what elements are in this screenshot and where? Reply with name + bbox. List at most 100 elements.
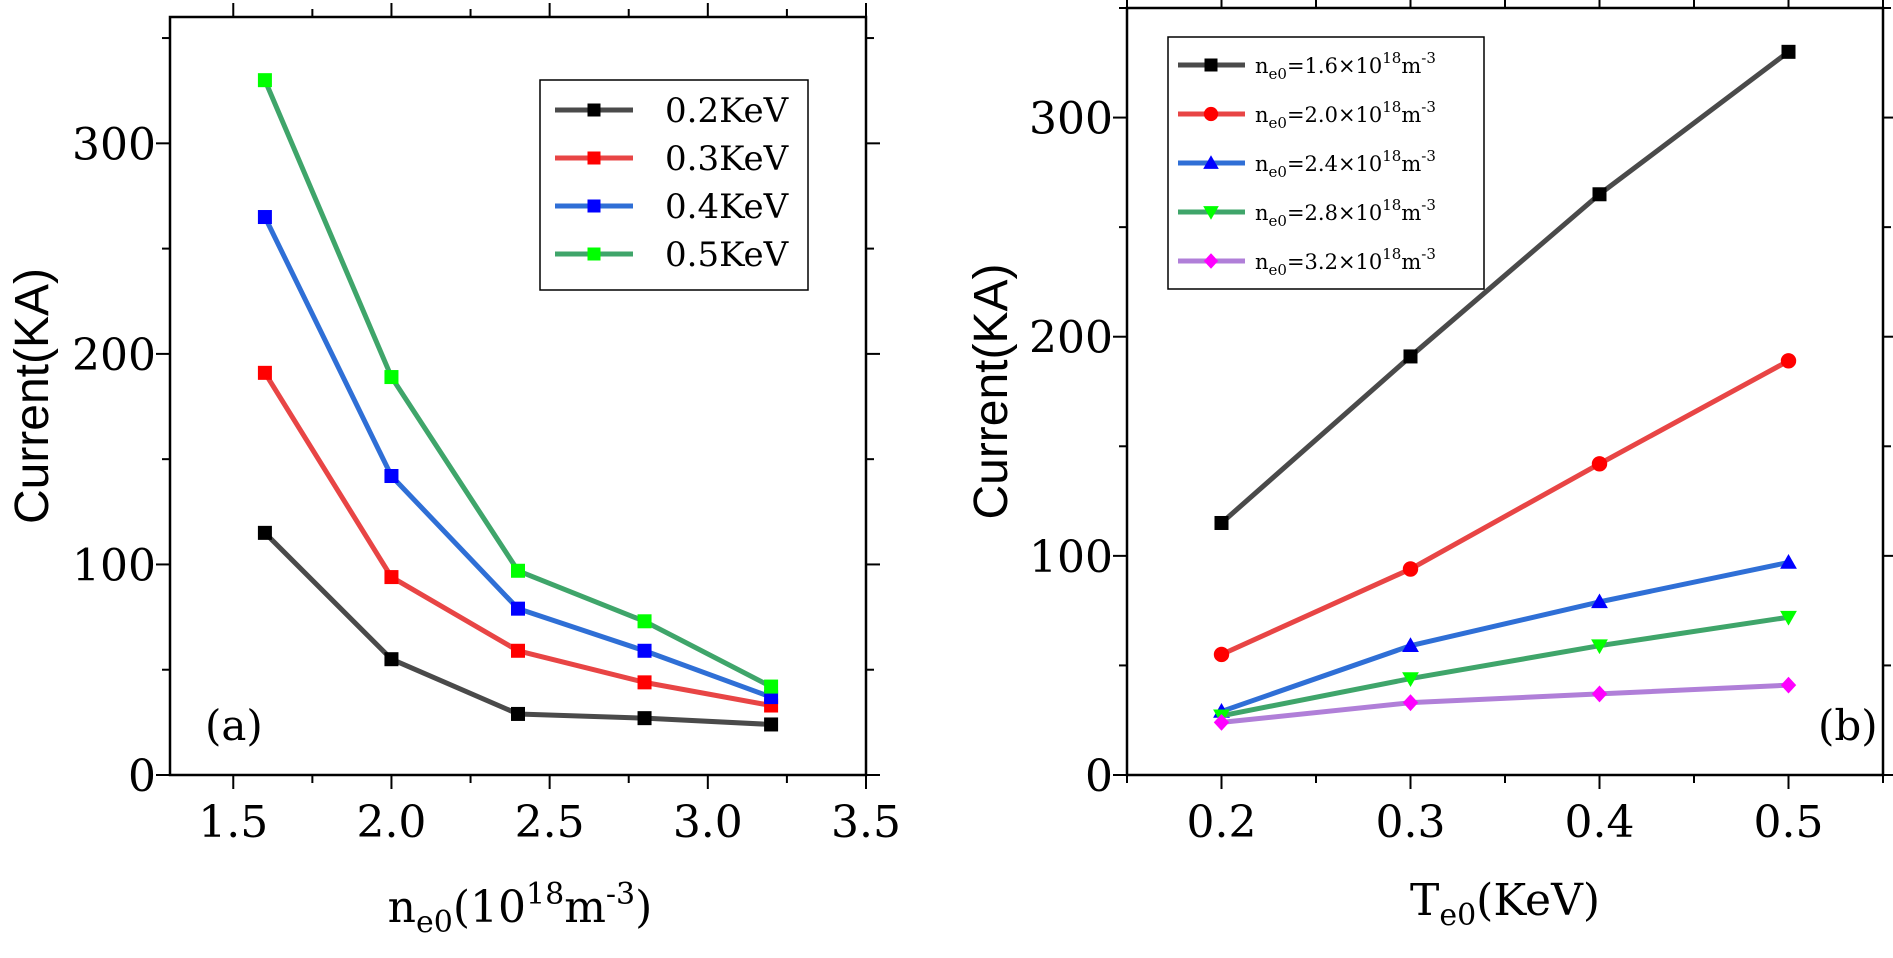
x-tick-label: 0.2 <box>1187 797 1257 848</box>
legend-marker <box>1203 155 1219 169</box>
data-point <box>1591 639 1608 655</box>
x-tick-label: 0.5 <box>1754 797 1824 848</box>
legend-marker <box>587 247 601 261</box>
series-line <box>1221 614 1789 719</box>
legend-item: ne0=2.8×1018m-3 <box>1178 196 1436 230</box>
legend-marker <box>587 103 601 117</box>
data-point <box>384 370 399 385</box>
data-point <box>511 601 525 616</box>
data-point <box>384 469 399 484</box>
y-tick-label: 200 <box>1029 313 1113 364</box>
data-point <box>384 652 399 667</box>
x-tick-label: 0.4 <box>1565 797 1635 848</box>
x-axis-title: Te0(KeV) <box>1410 875 1600 933</box>
y-tick-label: 300 <box>1029 94 1113 145</box>
data-point <box>637 711 652 726</box>
data-point <box>257 210 272 225</box>
plot-frame <box>168 15 868 777</box>
y-tick-label: 0 <box>128 751 156 802</box>
data-point <box>1213 646 1230 663</box>
legend-item: 0.3KeV <box>555 139 790 179</box>
legend-item: 0.5KeV <box>555 235 790 275</box>
y-tick-label: 100 <box>72 540 156 591</box>
legend-label: 0.3KeV <box>665 139 790 179</box>
legend-label: 0.4KeV <box>665 187 790 227</box>
data-point <box>764 717 779 732</box>
x-tick-label: 3.5 <box>831 797 901 848</box>
data-point <box>1403 349 1418 364</box>
data-point <box>257 365 272 380</box>
series-line <box>1221 682 1789 725</box>
legend-marker <box>1203 253 1219 269</box>
data-point <box>1780 610 1797 626</box>
series <box>1214 44 1796 530</box>
y-tick-label: 200 <box>72 330 156 381</box>
y-tick-label: 100 <box>1029 532 1113 583</box>
series <box>257 73 779 694</box>
legend-item: ne0=1.6×1018m-3 <box>1178 49 1436 83</box>
data-point <box>384 570 399 585</box>
data-point <box>1780 676 1797 694</box>
legend-label: 0.2KeV <box>665 91 790 131</box>
legend-item: ne0=2.0×1018m-3 <box>1178 98 1436 132</box>
y-axis-title: Current(KA) <box>6 268 59 524</box>
legend-label: ne0=2.8×1018m-3 <box>1255 196 1436 230</box>
y-tick-label: 300 <box>72 119 156 170</box>
data-point <box>511 563 525 578</box>
legend: ne0=1.6×1018m-3 ne0=2.0×1018m-3 ne0=2.4×10… <box>1167 36 1485 290</box>
data-point <box>257 525 272 540</box>
series-line <box>1220 358 1790 657</box>
series <box>1213 353 1797 663</box>
legend-item: ne0=2.4×1018m-3 <box>1178 147 1436 181</box>
panel-label: (a) <box>205 701 263 750</box>
data-point <box>637 614 652 629</box>
legend-label: ne0=2.4×1018m-3 <box>1255 147 1436 181</box>
data-point <box>1591 593 1608 609</box>
x-tick-label: 0.3 <box>1376 797 1446 848</box>
legend-item: ne0=3.2×1018m-3 <box>1178 245 1436 279</box>
panel-label: (b) <box>1818 701 1878 750</box>
data-point <box>1591 456 1608 472</box>
legend: 0.2KeV 0.3KeV 0.4KeV 0.5KeV <box>539 79 809 291</box>
data-point <box>1214 515 1229 530</box>
data-point <box>1591 685 1608 703</box>
series <box>257 365 779 713</box>
series-line <box>1219 49 1791 525</box>
data-point <box>764 690 779 705</box>
data-point <box>511 706 525 721</box>
legend-label: ne0=1.6×1018m-3 <box>1255 49 1436 83</box>
data-point <box>1402 637 1419 653</box>
legend-label: 0.5KeV <box>665 235 790 275</box>
data-point <box>1402 672 1419 687</box>
data-point <box>637 643 652 658</box>
legend-marker <box>1204 58 1218 72</box>
series <box>257 210 779 705</box>
x-axis-title: ne0(1018m-3) <box>388 877 653 940</box>
x-tick-label: 1.5 <box>198 797 268 848</box>
series-line <box>1220 559 1790 714</box>
legend-marker <box>587 199 601 213</box>
data-point <box>637 675 652 690</box>
legend-marker <box>1203 106 1219 122</box>
y-axis-title: Current(KA) <box>965 263 1018 519</box>
legend-label: ne0=3.2×1018m-3 <box>1255 245 1436 279</box>
data-point <box>257 73 272 88</box>
data-point <box>511 643 525 658</box>
legend-marker <box>1203 206 1219 220</box>
y-tick-label: 0 <box>1085 751 1113 802</box>
chart-panel-a: 1.5 2.0 2.5 3.0 3.5 0 100 200 300 Current(KA) (a) n… <box>6 3 901 940</box>
data-point <box>1402 561 1419 577</box>
legend-label: ne0=2.0×1018m-3 <box>1255 98 1436 132</box>
data-point <box>1402 694 1419 712</box>
x-tick-label: 2.5 <box>515 797 585 848</box>
data-point <box>1780 353 1797 369</box>
legend-item: 0.4KeV <box>555 187 790 227</box>
legend-item: 0.2KeV <box>555 91 790 131</box>
series <box>257 525 779 732</box>
chart-panel-b: 0.2 0.3 0.4 0.5 0 100 200 300 Current(KA) (b) Te0(… <box>965 0 1893 933</box>
data-point <box>1781 44 1796 59</box>
data-point <box>1780 554 1797 569</box>
data-point <box>1592 187 1607 202</box>
x-tick-label: 3.0 <box>673 797 743 848</box>
